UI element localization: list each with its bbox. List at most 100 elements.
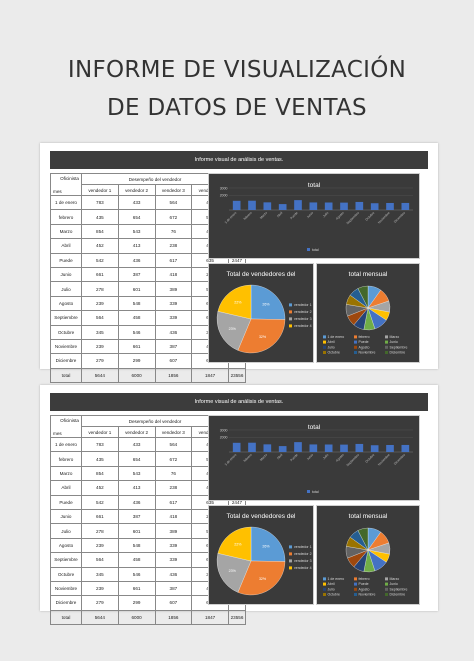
bar — [309, 444, 318, 452]
x-tick-label: Julio — [322, 453, 330, 461]
legend-label: vendedor 3 — [294, 317, 312, 321]
corner-bottom-label: mes — [53, 430, 62, 436]
legend-swatch — [385, 340, 388, 344]
row-month-label: Noviembre — [50, 580, 82, 597]
table-cell: 23556 — [228, 609, 246, 626]
table-cell: 452 — [81, 480, 119, 496]
table-cell: 299 — [117, 353, 156, 369]
legend-label: Septiembre — [390, 587, 408, 591]
legend-label: vendedor 4 — [294, 566, 312, 570]
table-cell: 418 — [154, 266, 193, 283]
legend-swatch — [354, 335, 357, 339]
table-cell: 543 — [117, 223, 156, 240]
table-cell: 436 — [154, 324, 193, 340]
legend-swatch — [354, 582, 357, 586]
table-cell: 418 — [154, 508, 193, 525]
pie-slice — [250, 284, 286, 320]
legend-label: vendedor 3 — [294, 559, 312, 563]
page-title-line-2: DE DATOS DE VENTAS — [107, 95, 367, 121]
legend-label: vendedor 2 — [294, 310, 312, 314]
legend-swatch — [385, 345, 388, 349]
pie-slice — [216, 311, 252, 351]
row-month-label: total — [50, 609, 82, 626]
table-cell: 389 — [154, 281, 193, 297]
legend-label: Junio — [390, 340, 398, 344]
report-sheet-1: Informe visual de análisis de ventas. Ofi… — [40, 143, 438, 384]
table-cell: 542 — [81, 494, 119, 510]
table-cell: 238 — [154, 480, 193, 496]
row-month-label: Diciembre — [50, 353, 82, 369]
legend-swatch — [307, 490, 310, 493]
column-header: vendedor 2 — [117, 184, 156, 196]
report-banner-text: Informe visual de análisis de ventas. — [194, 399, 284, 405]
bar — [324, 202, 333, 210]
table-cell: 387 — [117, 266, 156, 283]
pie2-chart: total mensual 1 de enero febrero Marzo Abril… — [323, 271, 407, 355]
x-tick-label: Octubre — [365, 453, 376, 464]
table-row: Diciembre2792996076541748 — [50, 595, 246, 611]
x-tick-label: Junio — [306, 453, 314, 461]
row-month-label: febrero — [50, 451, 82, 467]
row-month-label: Puede — [50, 494, 82, 510]
row-month-label: Septiembre — [50, 552, 82, 568]
table-cell: 436 — [117, 252, 156, 268]
x-tick-label: Diciembre — [393, 211, 406, 224]
table-cell: 661 — [81, 266, 119, 283]
bar — [232, 442, 241, 452]
group-header: Desempeño del vendedor — [81, 173, 229, 185]
table-row: total 5644 6000 1856 1847 23556 — [50, 367, 246, 384]
bar — [401, 202, 410, 210]
bar — [370, 203, 379, 210]
table-cell: 76 — [154, 223, 193, 240]
bar — [248, 200, 256, 210]
slice-label: 23% — [229, 569, 237, 573]
slice-label: 23% — [229, 327, 237, 331]
legend-label: 1 de enero — [328, 577, 345, 581]
column-header: vendedor 1 — [81, 184, 119, 196]
bar-chart-title: total — [308, 424, 321, 431]
row-month-label: Abril — [50, 480, 82, 496]
legend-label: Julio — [328, 345, 335, 349]
table-cell: 239 — [81, 537, 119, 554]
x-tick-label: Junio — [306, 211, 314, 219]
legend-label: Octubre — [328, 593, 341, 597]
table-cell: 546 — [117, 566, 156, 582]
table-cell: 543 — [117, 465, 156, 482]
bar — [278, 204, 287, 210]
column-header: vendedor 3 — [154, 426, 193, 438]
legend-swatch — [289, 566, 292, 570]
row-month-label: 1 de enero — [50, 194, 82, 211]
table-cell: 239 — [81, 580, 119, 597]
bar — [294, 200, 302, 210]
pie-slice — [217, 526, 252, 562]
table-cell: 278 — [81, 281, 119, 297]
table-cell: 76 — [154, 465, 193, 482]
column-header: vendedor 2 — [117, 426, 156, 438]
bar — [401, 444, 410, 452]
x-tick-label: Marzo — [259, 453, 268, 462]
bar — [355, 443, 364, 452]
pie2-title: total mensual — [349, 513, 388, 520]
pie1-chart: Total de vendedores del 26% 32% 23% 22% vende… — [216, 271, 312, 354]
legend-label: vendedor 2 — [294, 552, 312, 556]
row-month-label: Diciembre — [50, 595, 82, 611]
legend-label: total — [312, 490, 319, 494]
legend-label: vendedor 1 — [294, 303, 312, 307]
table-cell: 23556 — [228, 367, 246, 384]
legend-swatch — [385, 587, 388, 591]
legend-swatch — [385, 593, 388, 596]
slice-label: 26% — [262, 302, 270, 306]
table-cell: 278 — [81, 523, 119, 539]
table-cell: 546 — [117, 324, 156, 340]
row-month-label: Octubre — [50, 566, 82, 582]
table-cell: 564 — [154, 436, 193, 453]
table-cell: 1856 — [154, 609, 193, 626]
legend-label: vendedor 1 — [294, 545, 312, 549]
pie1-title: Total de vendedores del — [226, 513, 296, 520]
pie-slice — [237, 560, 286, 596]
table-row: total 5644 6000 1856 1847 23556 — [50, 609, 246, 626]
corner-bottom-label: mes — [53, 188, 62, 194]
legend-label: vendedor 4 — [294, 324, 312, 328]
bar-chart: total 3000 2000 1 de enero febrero Marzo Abril… — [220, 424, 413, 494]
table-cell: 564 — [154, 194, 193, 211]
